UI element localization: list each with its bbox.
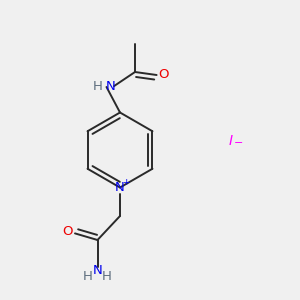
Text: N: N bbox=[93, 263, 102, 277]
Text: N: N bbox=[115, 181, 125, 194]
Text: H: H bbox=[93, 80, 103, 93]
Text: H: H bbox=[82, 269, 92, 283]
Text: O: O bbox=[158, 68, 169, 82]
Text: O: O bbox=[62, 225, 73, 239]
Text: H: H bbox=[102, 269, 111, 283]
Text: N: N bbox=[106, 80, 115, 93]
Text: I: I bbox=[229, 134, 233, 148]
Text: −: − bbox=[234, 138, 243, 148]
Text: +: + bbox=[122, 178, 130, 187]
